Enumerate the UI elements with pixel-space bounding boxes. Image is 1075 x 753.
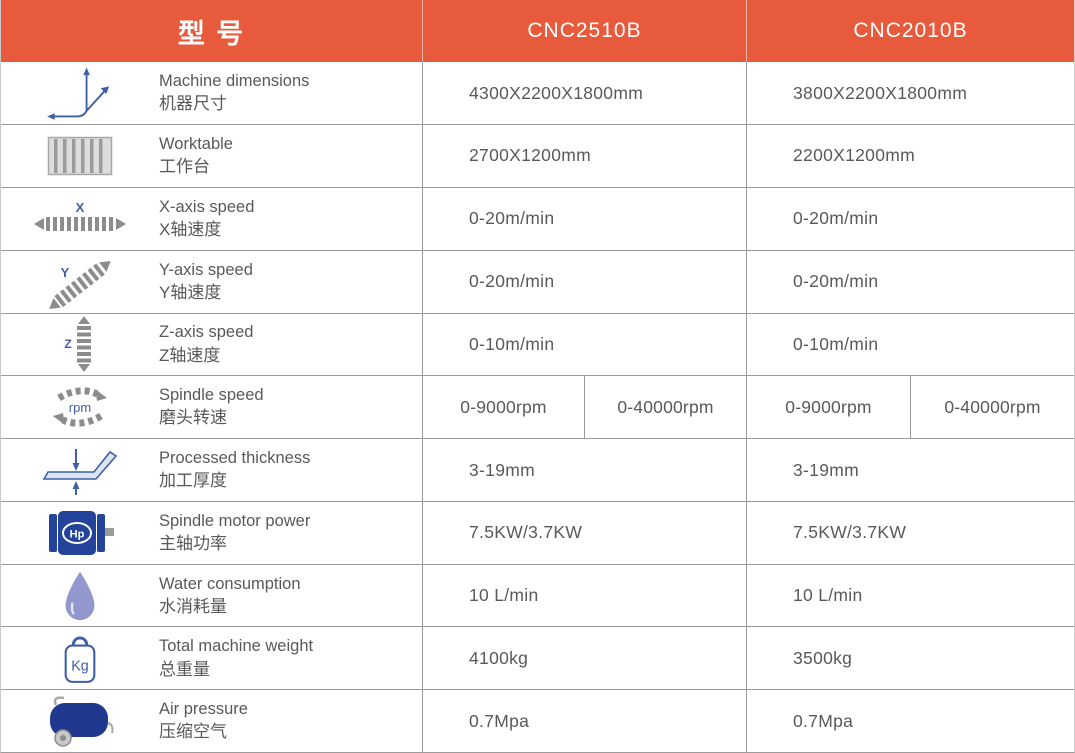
spec-value-cnc2510b: 3-19mm bbox=[422, 439, 746, 501]
svg-text:Z: Z bbox=[64, 337, 71, 351]
thickness-icon bbox=[1, 441, 159, 499]
table-row: Y Y-axis speed Y轴速度 bbox=[1, 249, 1074, 313]
spec-name-en: Z-axis speed bbox=[159, 323, 254, 342]
spec-name-en: Total machine weight bbox=[159, 637, 314, 656]
svg-text:Kg: Kg bbox=[71, 659, 89, 675]
spec-label-cell: Hp Spindle motor power 主轴功率 bbox=[1, 502, 422, 564]
spec-name-zh: Y轴速度 bbox=[159, 282, 222, 302]
spec-value-cnc2010b: 0.7Mpa bbox=[746, 690, 1074, 753]
table-row: Kg Total machine weight 总重量 4100kg 3500k… bbox=[1, 626, 1074, 690]
table-row: Processed thickness 加工厚度 3-19mm 3-19mm bbox=[1, 438, 1074, 501]
table-row: rpm Spindle speed 磨头转速 0-9000rpm 0-40000… bbox=[1, 375, 1074, 439]
spec-label-cell: Machine dimensions 机器尺寸 bbox=[1, 62, 422, 124]
y-axis-icon: Y bbox=[1, 251, 159, 313]
svg-text:Y: Y bbox=[61, 265, 70, 280]
rpm-icon: rpm bbox=[1, 381, 159, 433]
table-header: 型 号 CNC2510B CNC2010B bbox=[1, 0, 1074, 62]
z-axis-icon: Z bbox=[1, 314, 159, 374]
spec-name-en: Spindle motor power bbox=[159, 511, 311, 530]
spec-name-en: Water consumption bbox=[159, 574, 301, 593]
spec-name-zh: 工作台 bbox=[159, 157, 210, 177]
spec-value-cnc2510b: 0-20m/min bbox=[422, 250, 746, 313]
spec-name-en: Processed thickness bbox=[159, 448, 311, 467]
weight-icon: Kg bbox=[1, 630, 159, 686]
spec-label-cell: X X-axis speed X轴速度 bbox=[1, 188, 422, 250]
spec-label-cell: Y Y-axis speed Y轴速度 bbox=[1, 251, 422, 313]
axes-icon bbox=[1, 62, 159, 124]
spec-label-cell: Worktable 工作台 bbox=[1, 125, 422, 187]
spec-name-en: Machine dimensions bbox=[159, 71, 310, 90]
spec-value-cnc2510b: 4100kg bbox=[422, 627, 746, 690]
spec-value-high-rpm: 0-40000rpm bbox=[910, 376, 1074, 439]
spec-value-cnc2510b: 7.5KW/3.7KW bbox=[422, 501, 746, 564]
svg-text:X: X bbox=[76, 200, 85, 215]
spec-value-cnc2010b: 3800X2200X1800mm bbox=[746, 62, 1074, 124]
spec-label-cell: Air pressure 压缩空气 bbox=[1, 690, 422, 752]
spec-name-en: Air pressure bbox=[159, 700, 248, 719]
spec-label-cell: Z Z-axis speed Z轴速度 bbox=[1, 314, 422, 376]
spec-value-cnc2510b-split: 0-9000rpm 0-40000rpm bbox=[422, 376, 746, 439]
spec-name-zh: 主轴功率 bbox=[159, 534, 227, 554]
spec-name-zh: Z轴速度 bbox=[159, 345, 221, 365]
table-row: Z Z-axis speed Z轴速度 0-10m/min 0-10m/min bbox=[1, 312, 1074, 376]
spec-value-cnc2010b: 0-10m/min bbox=[746, 313, 1074, 376]
spec-label-cell: Processed thickness 加工厚度 bbox=[1, 439, 422, 501]
spec-value-cnc2010b: 0-20m/min bbox=[746, 187, 1074, 250]
spec-value-cnc2510b: 0.7Mpa bbox=[422, 690, 746, 753]
spec-value-cnc2010b: 0-20m/min bbox=[746, 250, 1074, 313]
spec-value-cnc2010b: 3500kg bbox=[746, 627, 1074, 690]
spec-name-en: Worktable bbox=[159, 134, 233, 153]
spec-value-cnc2510b: 0-10m/min bbox=[422, 313, 746, 376]
spec-name-en: X-axis speed bbox=[159, 197, 255, 216]
spec-name-zh: 加工厚度 bbox=[159, 471, 227, 491]
table-row: Machine dimensions 机器尺寸 4300X2200X1800mm… bbox=[1, 62, 1074, 124]
spec-value-cnc2510b: 4300X2200X1800mm bbox=[422, 62, 746, 124]
svg-text:Hp: Hp bbox=[70, 528, 85, 540]
spec-name-zh: X轴速度 bbox=[159, 219, 222, 239]
spec-name-en: Y-axis speed bbox=[159, 260, 253, 279]
spec-value-cnc2010b: 2200X1200mm bbox=[746, 125, 1074, 187]
spec-name-en: Spindle speed bbox=[159, 386, 264, 405]
spec-value-cnc2010b: 3-19mm bbox=[746, 439, 1074, 501]
table-row: Hp Spindle motor power 主轴功率 7.5KW/3.7KW … bbox=[1, 500, 1074, 564]
compressor-icon bbox=[1, 693, 159, 749]
worktable-icon bbox=[1, 136, 159, 176]
spec-value-low-rpm: 0-9000rpm bbox=[460, 396, 547, 417]
header-model-label: 型 号 bbox=[177, 18, 246, 49]
spec-name-zh: 压缩空气 bbox=[159, 722, 227, 742]
spec-value-cnc2510b: 2700X1200mm bbox=[422, 125, 746, 187]
spec-label-cell: Water consumption 水消耗量 bbox=[1, 565, 422, 627]
spec-name-zh: 总重量 bbox=[159, 659, 210, 679]
x-axis-icon: X bbox=[1, 198, 159, 240]
spec-value-cnc2010b: 7.5KW/3.7KW bbox=[746, 501, 1074, 564]
table-row: Water consumption 水消耗量 10 L/min 10 L/min bbox=[1, 563, 1074, 627]
svg-text:rpm: rpm bbox=[69, 400, 91, 415]
water-drop-icon bbox=[1, 569, 159, 623]
spec-value-cnc2510b: 10 L/min bbox=[422, 564, 746, 627]
table-row: X X-axis speed X轴速度 0-20m/min bbox=[1, 186, 1074, 250]
spec-value-cnc2510b: 0-20m/min bbox=[422, 187, 746, 250]
table-row: Air pressure 压缩空气 0.7Mpa 0.7Mpa bbox=[1, 689, 1074, 753]
spec-label-cell: rpm Spindle speed 磨头转速 bbox=[1, 376, 422, 438]
header-model-cnc2510b: CNC2510B bbox=[422, 0, 746, 62]
table-row: Worktable 工作台 2700X1200mm 2200X1200mm bbox=[1, 124, 1074, 187]
spec-label-cell: Kg Total machine weight 总重量 bbox=[1, 627, 422, 689]
spec-name-zh: 机器尺寸 bbox=[159, 94, 227, 114]
spec-value-high-rpm: 0-40000rpm bbox=[584, 376, 746, 439]
spec-name-zh: 磨头转速 bbox=[159, 408, 227, 428]
spec-value-cnc2010b: 10 L/min bbox=[746, 564, 1074, 627]
spec-value-cnc2010b-split: 0-9000rpm 0-40000rpm bbox=[746, 376, 1074, 439]
spec-value-low-rpm: 0-9000rpm bbox=[785, 396, 872, 417]
spec-name-zh: 水消耗量 bbox=[159, 596, 227, 616]
header-model-cnc2010b: CNC2010B bbox=[746, 0, 1074, 62]
motor-icon: Hp bbox=[1, 506, 159, 560]
